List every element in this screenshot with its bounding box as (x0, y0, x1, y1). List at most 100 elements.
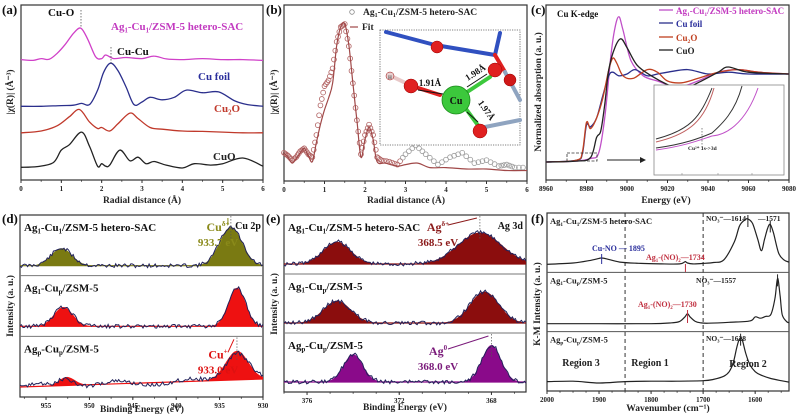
legend-label-hetero-sac: Ag1-Cu1/ZSM-5 hetero-SAC (676, 6, 784, 18)
ir-spectrum (546, 277, 790, 325)
annotation-no3-1557: NO₃⁻—1557 (696, 276, 736, 285)
data-point (409, 145, 416, 152)
annotation-species: Cu+ (208, 347, 227, 361)
legend-marker-circle (349, 9, 355, 15)
x-axis-title: Radial distance (Å) (103, 194, 181, 206)
annotation-binding-energy: 933.0 eV (198, 364, 238, 376)
data-point (498, 162, 505, 169)
y-axis-title: Intensity (a. u.) (269, 273, 280, 335)
panel-label: (f) (531, 211, 544, 226)
x-tick-label: 0 (19, 185, 23, 193)
x-tick-label: 5 (485, 186, 489, 194)
subplot-label: Ag1-Cup/ZSM-5 (550, 275, 608, 287)
x-tick-label: 9060 (742, 185, 757, 193)
raw-spectrum (19, 285, 264, 330)
panel-c: 8960 8980 9000 9020 9040 9060 9080 Cu²⁺ 1s->3d A… (531, 2, 797, 206)
x-tick-label: 950 (84, 402, 95, 410)
data-point (426, 154, 433, 161)
y-axis-title: |χ(R)| (Å⁻³) (4, 69, 16, 114)
data-point (431, 158, 437, 164)
plot-frame (19, 214, 264, 398)
x-tick-label: 6 (525, 186, 529, 194)
legend-label-cuo: CuO (676, 46, 695, 56)
x-tick-label: 1 (60, 185, 64, 193)
annotation-no3-1614: NO₃⁻—1614 (706, 214, 746, 223)
x-tick-label: 1800 (644, 396, 659, 404)
x-tick-label: 0 (282, 186, 286, 194)
x-tick-label: 2000 (540, 396, 555, 404)
peak-fill (20, 287, 263, 327)
data-point (406, 148, 412, 155)
annotation-cu-no: Cu-NO — 1895 (592, 244, 645, 253)
x-tick-label: 368 (486, 397, 497, 405)
data-point (378, 157, 385, 163)
bond (478, 118, 522, 130)
data-point (310, 147, 317, 153)
panel-f: 2000 1900 1800 1700 1600 Ag1-Cu1/ZSM-5 hetero… (531, 211, 790, 414)
bond (493, 53, 507, 74)
x-tick-label: 930 (258, 402, 269, 410)
annotation-ag-no2: Ag1-(NO)2—1730 (638, 300, 697, 311)
data-point (501, 162, 507, 168)
series-line-1 (20, 62, 264, 107)
inset-frame (653, 84, 785, 176)
annotation-binding-energy: 368.0 eV (418, 361, 458, 373)
data-point (512, 164, 518, 171)
data-point (435, 161, 441, 168)
panel-label: (e) (266, 211, 280, 226)
plot-frame (283, 214, 527, 393)
data-point (318, 96, 325, 102)
bond (493, 31, 502, 57)
panel-d: 955 950 945 940 935 930 Ag1-Cu1/ZSM-5 hetero-S… (2, 211, 269, 415)
data-point (327, 73, 333, 80)
data-point (320, 89, 326, 96)
inset-preedge: Cu²⁺ 1s->3d (653, 84, 785, 176)
series-line-2 (545, 57, 790, 163)
atom-oxygen (472, 123, 488, 139)
x-tick-label: 6 (261, 185, 265, 193)
data-point (467, 156, 474, 163)
data-point (312, 139, 318, 146)
x-axis-title: Energy (eV) (641, 195, 690, 206)
data-point (419, 148, 426, 155)
annotation-species: Agδ+ (427, 220, 449, 234)
x-tick-label: 9040 (701, 185, 716, 193)
legend-label-hetero-sac: Ag1-Cu1/ZSM-5 hetero-SAC (111, 21, 243, 34)
data-point (495, 163, 502, 169)
x-tick-label: 1 (323, 186, 327, 194)
x-tick-label: 3 (140, 185, 144, 193)
panel-b: 0 1 2 3 4 5 6 Ag1-Cu1/ZSM-5 hetero-SAC Fit Cu H 1.9… (266, 2, 529, 206)
y-axis-title: |χ(R)| (Å⁻³) (268, 69, 280, 114)
subplot-label: Ag1-Cu1/ZSM-5 hetero-SAC (288, 222, 420, 235)
subplot-label: Agp-Cup/ZSM-5 (288, 340, 363, 353)
x-tick-label: 9020 (661, 185, 676, 193)
data-point (459, 149, 466, 156)
annotation-no3-1628: NO₃⁻—1628 (706, 334, 746, 343)
region-label: Region 1 (631, 358, 669, 369)
data-point (313, 132, 320, 138)
raw-spectrum (19, 350, 264, 389)
x-axis-title: Binding Energy (eV) (363, 402, 447, 413)
data-point (503, 161, 510, 168)
data-point (402, 151, 409, 158)
legend-label-sample: Ag1-Cu1/ZSM-5 hetero-SAC (363, 8, 477, 19)
data-point (331, 56, 337, 63)
data-point (443, 156, 449, 163)
panel-a: 0 1 2 3 4 5 6 Ag1-Cu1/ZSM-5 hetero-SAC Cu foil Cu… (2, 2, 265, 206)
panel-e: 376 372 368 Ag1-Cu1/ZSM-5 hetero-SAC Agδ+ 368… (266, 211, 527, 413)
inset-annotation: Cu²⁺ 1s->3d (688, 145, 717, 152)
bond-length-arrow (417, 89, 444, 95)
y-axis-title: Intensity (a. u.) (5, 275, 16, 337)
subplot-label: Agp-Cup/ZSM-5 (550, 335, 608, 347)
atom-label-cu: Cu (450, 96, 463, 107)
data-point (463, 153, 470, 160)
bond-length-arrow (466, 111, 479, 123)
legend-label-cu-foil: Cu foil (676, 19, 703, 29)
annotation-cu-cu: Cu-Cu (117, 46, 149, 58)
x-axis-title: Wavenumber (cm⁻¹) (626, 403, 709, 414)
annotation-cu-o: Cu-O (48, 7, 75, 19)
peak-fill (20, 350, 263, 387)
data-point (325, 77, 332, 84)
data-point (516, 164, 522, 171)
